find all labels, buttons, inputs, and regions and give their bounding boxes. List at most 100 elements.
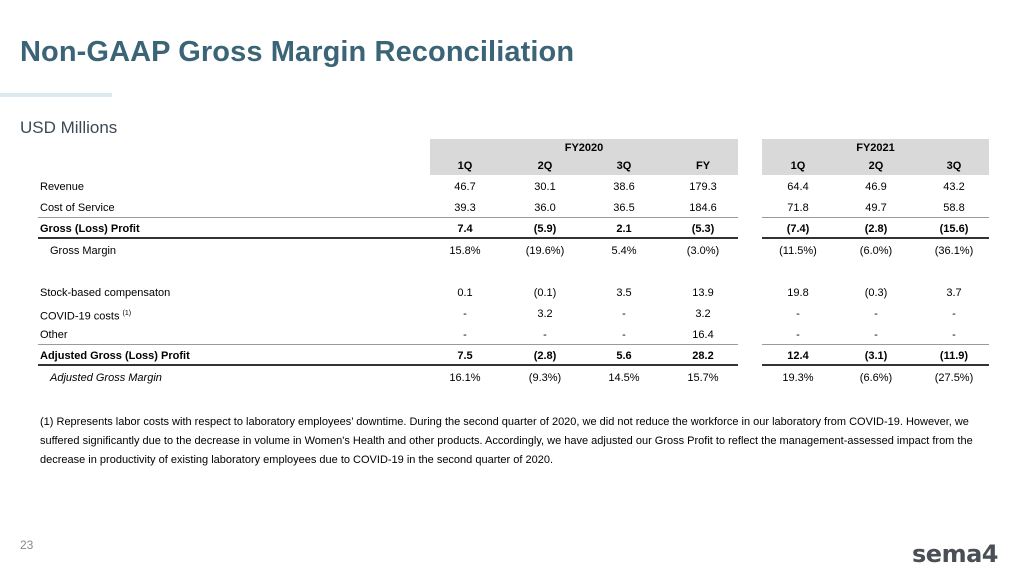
table-cell: (11.5%) [779,245,817,257]
group-header-fy2021: FY2021 [856,142,895,154]
table-cell: 7.5 [457,350,473,362]
table-cell: 43.2 [943,181,965,193]
table-cell: 14.5% [608,372,640,384]
fy2021-column-band [762,157,989,175]
table-cell: (5.9) [533,223,557,235]
table-cell: - [952,329,956,341]
table-cell: 15.8% [449,245,481,257]
row-label-stock-based-compensation: Stock-based compensaton [40,287,171,299]
table-cell: 3.5 [616,287,632,299]
table-cell: (5.3) [691,223,715,235]
row-divider [38,217,738,218]
row-label-adjusted-gross-profit: Adjusted Gross (Loss) Profit [40,350,190,362]
row-divider [762,217,989,218]
table-cell: 38.6 [613,181,635,193]
table-cell: 36.5 [613,202,635,214]
row-label-text: COVID-19 costs [40,310,120,323]
row-label-covid-costs: COVID-19 costs (1) [40,307,131,324]
table-cell: - [463,329,467,341]
table-cell: (7.4) [786,223,810,235]
table-cell: 46.7 [454,181,476,193]
table-cell: - [952,308,956,320]
table-cell: 7.4 [457,223,473,235]
col-header-fy2021-3q: 3Q [946,160,962,172]
page-number: 23 [20,538,34,552]
table-cell: (0.3) [864,287,888,299]
total-rule [762,237,989,239]
table-cell: 3.2 [537,308,553,320]
col-header-fy2021-2q: 2Q [868,160,884,172]
table-cell: - [543,329,547,341]
table-cell: 36.0 [534,202,556,214]
table-cell: - [622,329,626,341]
table-cell: 46.9 [865,181,887,193]
row-label-adjusted-gross-margin: Adjusted Gross Margin [50,372,162,384]
row-divider [38,344,738,345]
table-cell: - [874,308,878,320]
table-cell: 13.9 [692,287,714,299]
footnote-marker: (1) [122,310,132,317]
table-cell: 30.1 [534,181,556,193]
table-cell: (0.1) [533,287,557,299]
row-divider [762,344,989,345]
total-rule [762,364,989,366]
row-label-gross-margin: Gross Margin [50,245,117,257]
table-cell: 184.6 [689,202,717,214]
table-cell: 19.8 [787,287,809,299]
col-header-fy2020-2q: 2Q [537,160,553,172]
sema4-logo: sema4 [912,540,998,568]
row-label-other: Other [40,329,68,341]
table-cell: 2.1 [616,223,632,235]
table-cell: (3.0%) [686,245,720,257]
table-cell: (9.3%) [528,372,562,384]
table-cell: - [874,329,878,341]
table-cell: 39.3 [454,202,476,214]
table-cell: 58.8 [943,202,965,214]
table-cell: (2.8) [533,350,557,362]
total-rule [38,364,738,366]
table-cell: 12.4 [787,350,809,362]
table-cell: (27.5%) [934,372,974,384]
fy2020-column-band [430,157,738,175]
table-cell: - [796,329,800,341]
table-cell: 19.3% [782,372,814,384]
total-rule [38,237,738,239]
table-cell: - [622,308,626,320]
table-cell: 28.2 [692,350,714,362]
table-cell: 64.4 [787,181,809,193]
table-cell: 16.1% [449,372,481,384]
title-underline [0,93,112,97]
row-label-revenue: Revenue [40,181,85,193]
table-cell: (15.6) [939,223,969,235]
table-cell: 3.7 [946,287,962,299]
table-cell: - [796,308,800,320]
fy2020-header-band [430,139,738,157]
table-cell: 179.3 [689,181,717,193]
table-cell: 3.2 [695,308,711,320]
table-cell: (11.9) [939,350,969,362]
units-subtitle: USD Millions [20,118,118,137]
table-cell: 16.4 [692,329,714,341]
table-cell: (6.0%) [859,245,893,257]
table-cell: (6.6%) [859,372,893,384]
table-cell: (19.6%) [525,245,565,257]
fy2021-header-band [762,139,989,157]
col-header-fy2021-1q: 1Q [790,160,806,172]
table-cell: (3.1) [864,350,888,362]
col-header-fy2020-3q: 3Q [616,160,632,172]
table-cell: 5.4% [611,245,637,257]
col-header-fy2020-1q: 1Q [457,160,473,172]
table-cell: (36.1%) [934,245,974,257]
table-cell: (2.8) [864,223,888,235]
table-cell: 71.8 [787,202,809,214]
footnote: (1) Represents labor costs with respect … [40,416,973,466]
slide-title: Non-GAAP Gross Margin Reconciliation [20,36,575,68]
group-header-fy2020: FY2020 [564,142,604,154]
table-cell: 0.1 [457,287,473,299]
row-label-cost-of-service: Cost of Service [40,202,115,214]
table-cell: 5.6 [616,350,632,362]
row-label-gross-profit: Gross (Loss) Profit [40,223,140,235]
table-cell: 49.7 [865,202,887,214]
table-cell: - [463,308,467,320]
table-cell: 15.7% [687,372,719,384]
